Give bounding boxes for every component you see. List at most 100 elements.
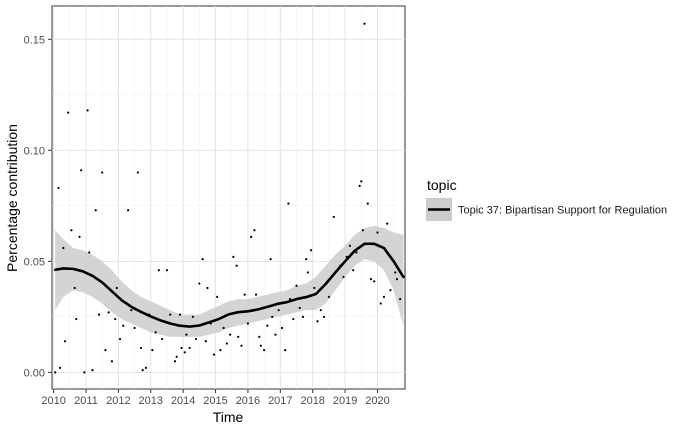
data-point [136,171,139,174]
data-point [141,369,144,372]
data-point [154,331,157,334]
data-point [322,315,326,318]
data-point [204,340,207,343]
data-point [232,255,235,258]
data-point [342,275,345,278]
legend-title: topic [427,177,457,193]
data-point [110,360,114,363]
x-tick-label: 2015 [203,395,227,407]
data-point [369,278,373,281]
minor-gridlines [52,6,405,389]
smooth-line [53,242,405,328]
data-point [80,169,83,172]
data-point [237,335,240,338]
data-point [70,229,73,232]
data-point [165,269,169,272]
data-point [216,295,219,298]
x-tick-label: 2018 [300,395,324,407]
smooth-line-layer [53,242,405,328]
data-point [395,278,398,281]
data-point [54,371,57,374]
data-point [97,313,101,316]
data-point [118,337,122,341]
data-point [67,111,70,114]
data-point [287,202,290,205]
x-axis-label: Time [213,409,244,425]
data-point [78,235,81,239]
data-point [175,355,178,358]
data-point [355,251,358,254]
data-point [243,293,246,296]
data-point [180,346,183,350]
data-point [258,335,261,338]
data-point [366,202,369,205]
data-point [274,333,277,336]
data-point [263,349,266,352]
data-point [188,346,191,350]
data-point [376,231,379,234]
data-point [386,222,389,225]
data-point [229,333,232,336]
data-point [295,284,298,287]
data-point [114,317,117,321]
x-tick-label: 2014 [171,395,195,407]
data-point [83,371,86,374]
x-tick-label: 2013 [139,395,163,407]
data-point [201,258,204,261]
data-point [151,349,154,352]
x-tick-label: 2020 [365,395,389,407]
data-point [73,286,76,290]
x-tick-label: 2011 [74,395,98,407]
y-tick-label: 0.05 [24,256,45,268]
data-point [183,351,186,354]
major-gridlines [52,6,405,389]
x-tick-label: 2012 [106,395,130,407]
data-point [332,215,335,219]
legend-entry-label: Topic 37: Bipartisan Support for Regulat… [458,205,667,217]
data-point [382,295,386,298]
y-tick-label: 0.00 [24,367,45,379]
data-point [185,333,188,336]
data-point [373,280,376,283]
data-point [394,271,397,274]
data-point [292,317,295,321]
data-point [57,186,60,190]
data-point [122,324,125,327]
data-point [348,244,352,247]
data-point [191,315,194,318]
y-tick-label: 0.15 [24,34,45,46]
data-point [195,337,198,341]
data-point [399,297,402,301]
data-point [253,229,256,232]
data-point [130,309,133,312]
data-point [269,258,272,261]
data-point [309,249,313,252]
data-point [133,326,136,330]
confidence-band-layer [55,225,404,337]
data-point [327,295,330,298]
data-point [104,349,107,352]
data-point [301,315,305,318]
data-point [254,293,258,296]
data-point [280,326,284,330]
data-point [358,184,361,187]
data-point [62,246,65,250]
data-point [246,322,250,325]
data-point [63,340,67,343]
data-point [91,369,94,372]
y-tick-label: 0.10 [24,145,45,157]
data-point [115,286,118,290]
data-point [212,353,216,356]
points-layer [54,22,402,374]
data-point [271,315,274,318]
data-point [178,313,182,316]
data-point [352,269,355,272]
plot-panel [51,5,406,390]
data-point [101,171,104,174]
data-point [144,366,148,370]
data-point [319,309,322,312]
x-tick-label: 2019 [333,395,357,407]
data-point [240,344,243,347]
